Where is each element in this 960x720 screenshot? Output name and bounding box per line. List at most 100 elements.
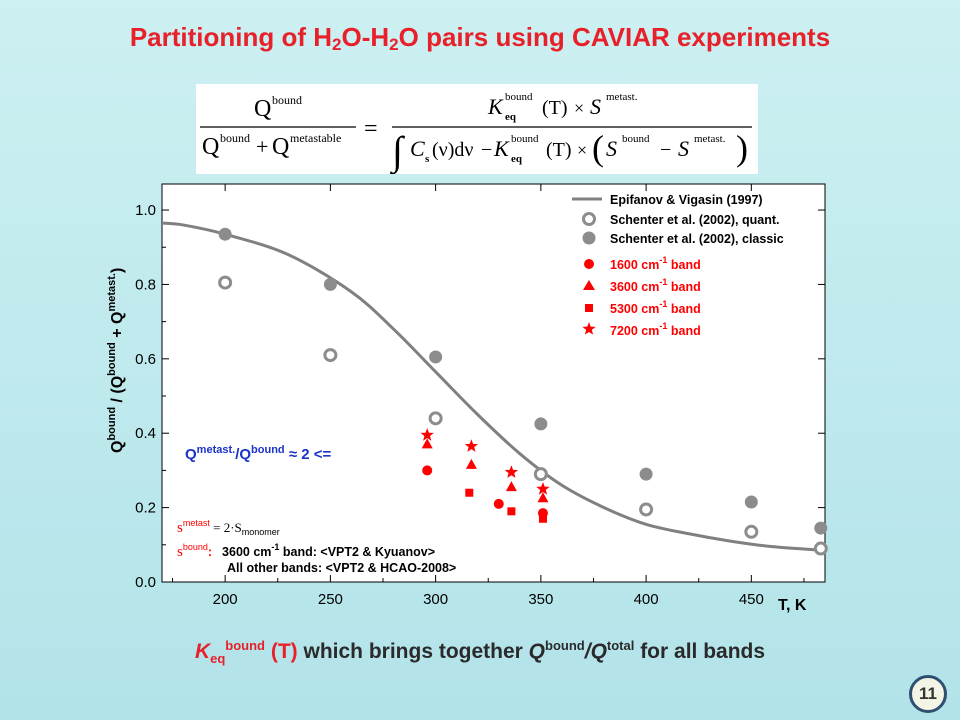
rhs-num-k-sub: eq [505, 111, 517, 123]
page-title: Partitioning of H2O-H2O pairs using CAVI… [129, 22, 831, 54]
sbound-annotation: sbound: 3600 cm-1 band: <VPT2 & Kyuanov> [177, 542, 435, 560]
x-tick-label: 300 [423, 591, 448, 608]
band-5300-point [465, 488, 474, 497]
legend: Epifanov & Vigasin (1997) Schenter et al… [572, 193, 784, 338]
classic-point [429, 350, 443, 364]
lhs-den-sup2: metastable [290, 131, 341, 145]
equation: Q bound Q bound + Q metastable = K bound… [200, 91, 752, 174]
x-tick-label: 200 [213, 591, 238, 608]
rhs-den-minus2: − [660, 139, 671, 161]
band-3600-point [465, 458, 477, 469]
legend-3600: 3600 cm-1 band [610, 277, 701, 294]
rhs-den-t: (T) [546, 139, 572, 161]
rhs-den-c-sub: s [425, 153, 430, 165]
band-1600-point [422, 465, 433, 476]
curve-layer [161, 221, 826, 552]
x-tick-label: 400 [634, 591, 659, 608]
x-tick-label: 350 [528, 591, 553, 608]
band-7200-point [536, 482, 550, 495]
x-tick-label: 250 [318, 591, 343, 608]
epifanov-curve [161, 221, 826, 552]
chart-container: 200 250 300 350 400 450 0.0 0.2 0.4 0.6 0.8 1.0 Qbo… [0, 170, 960, 630]
lhs-numerator-sup: bound [272, 93, 302, 107]
legend-5300-marker [585, 304, 593, 312]
legend-3600-marker [583, 280, 595, 290]
integral-sign: ∫ [389, 128, 406, 174]
legend-7200-marker [582, 322, 596, 335]
legend-classic-marker [582, 231, 596, 245]
band-1600-point [493, 498, 504, 509]
rhs-den-s2-sup: metast. [694, 133, 726, 145]
x-axis-label: T, K [778, 597, 807, 614]
lhs-numerator-q: Q [254, 96, 271, 122]
classic-point [639, 467, 653, 481]
band-3600-point [537, 492, 549, 503]
rhs-den-k: K [493, 136, 510, 161]
lhs-den-q2: Q [272, 134, 289, 160]
band-5300-point [507, 507, 516, 516]
rhs-den-s1-sup: bound [622, 133, 650, 145]
smetast-annotation: smetast = 2·Smonomer [177, 518, 280, 537]
axes: 200 250 300 350 400 450 0.0 0.2 0.4 0.6 0.8 1.0 [135, 184, 825, 608]
rhs-den-times: × [577, 140, 587, 160]
rhs-num-k: K [487, 94, 504, 119]
legend-epifanov: Epifanov & Vigasin (1997) [610, 193, 763, 207]
classic-point [218, 227, 232, 241]
partition-chart: 200 250 300 350 400 450 0.0 0.2 0.4 0.6 0.8 1.0 Qbo… [106, 183, 828, 614]
points-layer [218, 227, 828, 556]
rhs-den-c: C [410, 136, 425, 161]
rhs-den-k-sub: eq [511, 153, 523, 165]
legend-7200: 7200 cm-1 band [610, 321, 701, 338]
legend-1600-marker [584, 259, 594, 269]
y-tick-label: 0.0 [135, 574, 156, 591]
y-tick-label: 0.6 [135, 351, 156, 368]
quant-point [813, 541, 828, 556]
y-tick-label: 1.0 [135, 202, 156, 219]
rhs-num-s-sup: metast. [606, 91, 638, 103]
x-tick-label: 450 [739, 591, 764, 608]
quant-point [323, 348, 338, 363]
classic-point [744, 495, 758, 509]
other-bands-annotation: All other bands: <VPT2 & HCAO-2008> [227, 561, 456, 575]
ratio-annotation: Qmetast./Qbound ≈ 2 <= [185, 444, 331, 463]
quant-point [533, 467, 548, 482]
y-tick-label: 0.4 [135, 425, 156, 442]
rhs-den-s2: S [678, 136, 689, 161]
band-5300-point [538, 514, 547, 523]
lhs-den-plus: + [256, 134, 268, 159]
plot-area [161, 183, 826, 583]
legend-quant-marker [582, 212, 596, 226]
equals-sign: = [364, 116, 378, 142]
band-3600-point [505, 481, 517, 492]
lhs-den-sup1: bound [220, 131, 250, 145]
y-tick-label: 0.8 [135, 276, 156, 293]
rhs-den-k-sup: bound [511, 133, 539, 145]
quant-point [428, 411, 443, 426]
legend-classic: Schenter et al. (2002), classic [610, 232, 784, 246]
rhs-den-s1: S [606, 136, 617, 161]
rhs-num-s: S [590, 94, 601, 119]
band-7200-point [420, 428, 434, 441]
classic-point [814, 521, 828, 535]
y-tick-label: 0.2 [135, 500, 156, 517]
rhs-num-times: × [574, 98, 584, 118]
page-number-badge: 11 [909, 675, 947, 713]
classic-point [534, 417, 548, 431]
band-7200-point [464, 439, 479, 452]
rhs-num-k-sup: bound [505, 91, 533, 103]
band-3600-point [421, 438, 433, 449]
paren-open: ( [592, 128, 604, 168]
legend-quant: Schenter et al. (2002), quant. [610, 213, 780, 227]
quant-point [218, 275, 233, 290]
lhs-den-q1: Q [202, 134, 219, 160]
quant-point [744, 524, 759, 539]
legend-1600: 1600 cm-1 band [610, 255, 701, 272]
paren-close: ) [736, 128, 748, 168]
equation-box: Q bound Q bound + Q metastable = K bound… [196, 84, 758, 174]
band-7200-point [504, 465, 519, 478]
rhs-num-t: (T) [542, 97, 568, 119]
quant-point [639, 502, 654, 517]
rhs-den-minus: − [481, 139, 492, 161]
rhs-den-nu: (ν)dν [432, 139, 473, 161]
classic-point [323, 277, 337, 291]
